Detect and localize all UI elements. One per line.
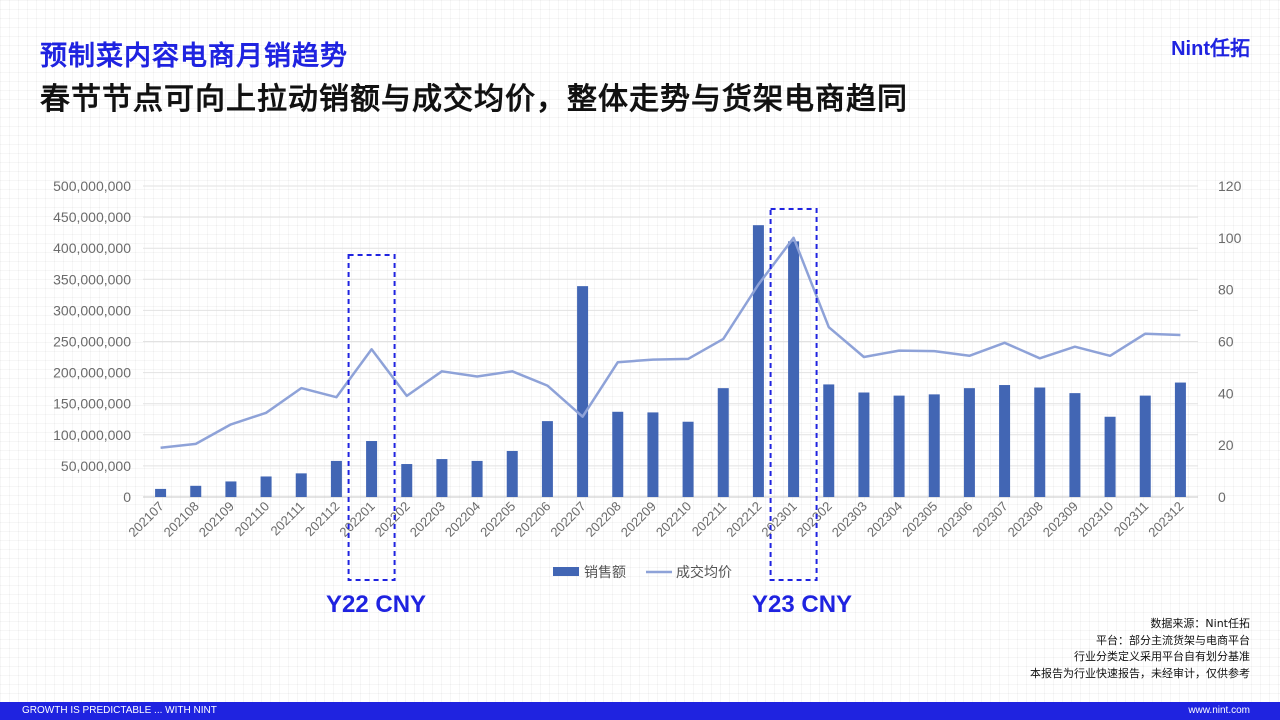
x-tick-label: 202211: [689, 499, 730, 540]
footer-slogan: GROWTH IS PREDICTABLE ... WITH NINT: [22, 705, 217, 716]
bar-202109: [225, 481, 237, 497]
x-tick-label: 202208: [583, 499, 624, 540]
bar-202209: [647, 412, 659, 497]
note-category: 行业分类定义采用平台自有划分基准: [1074, 650, 1250, 663]
y-right-tick-label: 60: [1218, 334, 1234, 350]
x-tick-label: 202207: [547, 499, 588, 540]
x-tick-label: 202107: [125, 499, 166, 540]
x-tick-label: 202304: [864, 499, 905, 540]
y-right-tick-label: 40: [1218, 385, 1234, 401]
bar-202207: [577, 286, 589, 497]
x-tick-label: 202301: [758, 499, 799, 540]
bar-202303: [858, 392, 870, 497]
bar-202308: [1034, 387, 1046, 497]
bar-202112: [330, 460, 342, 497]
footer-website[interactable]: www.nint.com: [1188, 705, 1250, 716]
bar-202210: [682, 421, 694, 497]
y-left-tick-label: 500,000,000: [53, 178, 131, 194]
x-tick-label: 202303: [829, 499, 870, 540]
line-series-avg-price: [160, 236, 1181, 450]
cny-2022-label: Y22 CNY: [326, 591, 427, 618]
y-right-tick-label: 120: [1218, 178, 1242, 194]
legend-bar-label: 销售额: [584, 565, 626, 581]
y-left-tick-label: 250,000,000: [53, 334, 131, 350]
bar-202302: [823, 384, 835, 497]
x-tick-label: 202306: [934, 499, 975, 540]
x-tick-label: 202110: [232, 499, 273, 540]
legend-bar-swatch: [553, 567, 579, 576]
bar-202212: [752, 225, 764, 497]
bar-202110: [260, 476, 272, 497]
legend-line-label: 成交均价: [676, 564, 732, 581]
x-tick-label: 202312: [1145, 499, 1186, 540]
bar-202306: [963, 388, 975, 497]
x-tick-label: 202112: [302, 499, 343, 540]
y-left-tick-label: 150,000,000: [53, 396, 131, 412]
note-source: 数据来源：Nint任拓: [1150, 617, 1250, 630]
x-tick-label: 202206: [512, 499, 553, 540]
bar-202202: [401, 464, 413, 497]
highlight-box-202301: [769, 208, 818, 581]
x-tick-label: 202308: [1005, 499, 1046, 540]
y-left-tick-label: 400,000,000: [53, 240, 131, 256]
x-tick-label: 202109: [196, 499, 237, 540]
bar-202201: [366, 441, 378, 497]
bar-202309: [1069, 393, 1081, 497]
bar-202310: [1104, 416, 1116, 497]
bar-202111: [295, 473, 307, 497]
highlight-box-202201: [347, 254, 396, 581]
x-tick-label: 202305: [899, 499, 940, 540]
x-tick-label: 202309: [1040, 499, 1081, 540]
x-tick-label: 202201: [336, 499, 377, 540]
page-subtitle: 春节节点可向上拉动销额与成交均价，整体走势与货架电商趋同: [40, 82, 908, 117]
x-tick-label: 202209: [618, 499, 659, 540]
x-tick-label: 202307: [969, 499, 1010, 540]
bar-202107: [155, 488, 167, 497]
bar-202204: [471, 460, 483, 497]
x-tick-label: 202108: [161, 499, 202, 540]
x-tick-label: 202311: [1111, 499, 1152, 540]
bar-202211: [717, 388, 729, 497]
y-right-tick-label: 80: [1218, 282, 1234, 298]
nint-logo: Nint任拓: [1171, 38, 1250, 60]
cny-2023-label: Y23 CNY: [752, 591, 853, 618]
x-tick-label: 202203: [407, 499, 448, 540]
x-tick-label: 202204: [442, 499, 483, 540]
x-tick-label: 202210: [653, 499, 694, 540]
y-left-tick-label: 300,000,000: [53, 302, 131, 318]
y-left-tick-label: 50,000,000: [61, 458, 131, 474]
x-tick-label: 202310: [1075, 499, 1116, 540]
bar-202205: [506, 450, 518, 497]
bar-202108: [190, 485, 202, 497]
bar-202208: [612, 411, 624, 497]
bar-202312: [1174, 382, 1186, 497]
bar-202206: [541, 421, 553, 497]
notes-block: 数据来源：Nint任拓 平台：部分主流货架与电商平台 行业分类定义采用平台自有划…: [1030, 616, 1250, 682]
y-left-tick-label: 350,000,000: [53, 271, 131, 287]
bar-202311: [1139, 395, 1151, 497]
note-platform: 平台：部分主流货架与电商平台: [1096, 633, 1250, 647]
y-left-tick-label: 100,000,000: [53, 427, 131, 443]
footer-bar: GROWTH IS PREDICTABLE ... WITH NINT www.…: [0, 702, 1280, 720]
y-right-tick-label: 0: [1218, 489, 1226, 505]
bar-202304: [893, 395, 905, 497]
bar-202203: [436, 459, 448, 497]
x-tick-label: 202111: [267, 499, 307, 539]
bar-202301: [788, 241, 800, 497]
bar-202307: [999, 385, 1011, 497]
y-left-tick-label: 200,000,000: [53, 365, 131, 381]
y-left-tick-label: 450,000,000: [53, 209, 131, 225]
x-tick-label: 202212: [723, 499, 764, 540]
note-disclaimer: 本报告为行业快速报告，未经审计，仅供参考: [1030, 666, 1250, 680]
y-left-tick-label: 0: [123, 489, 131, 505]
y-right-tick-label: 20: [1218, 437, 1234, 453]
x-tick-label: 202302: [794, 499, 835, 540]
sales-trend-chart: 0 50,000,000 100,000,000 150,000,000 200,000…: [53, 178, 1242, 581]
y-right-tick-label: 100: [1218, 230, 1242, 246]
page-title: 预制菜内容电商月销趋势: [40, 41, 348, 72]
x-tick-label: 202205: [477, 499, 518, 540]
bar-202305: [928, 394, 940, 497]
x-tick-label: 202202: [372, 499, 413, 540]
